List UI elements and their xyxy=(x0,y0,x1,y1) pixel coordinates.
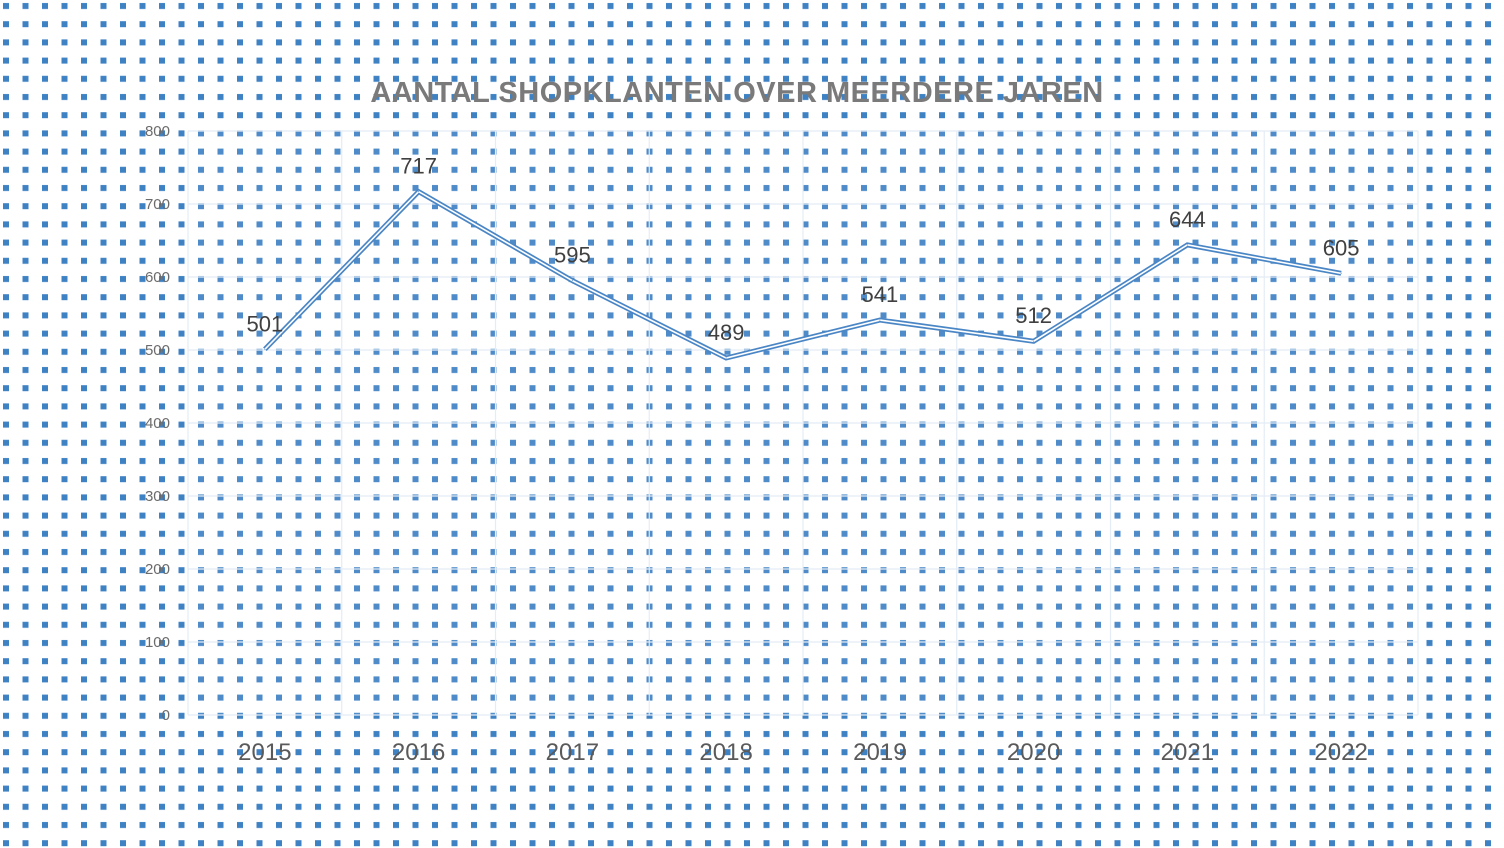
y-tick-label: 0 xyxy=(162,707,170,724)
x-tick-label: 2022 xyxy=(1314,739,1367,766)
x-tick-label: 2016 xyxy=(392,739,445,766)
data-label: 512 xyxy=(1015,303,1052,328)
y-tick-label: 800 xyxy=(145,123,170,140)
data-point xyxy=(418,191,420,193)
data-point xyxy=(879,319,881,321)
y-tick-label: 400 xyxy=(145,415,170,432)
data-point xyxy=(1186,244,1188,246)
series-line-inner xyxy=(264,190,1342,359)
x-tick-label: 2020 xyxy=(1007,739,1060,766)
y-tick-label: 700 xyxy=(145,196,170,213)
data-labels: 501 717 595 489 541 512 644 605 xyxy=(247,154,1360,345)
data-point xyxy=(1340,272,1342,274)
data-point xyxy=(725,357,727,359)
y-tick-label: 200 xyxy=(145,561,170,578)
x-tick-label: 2019 xyxy=(853,739,906,766)
x-tick-label: 2021 xyxy=(1161,739,1214,766)
data-label: 595 xyxy=(554,243,591,268)
y-tick-label: 300 xyxy=(145,488,170,505)
y-tick-label: 600 xyxy=(145,269,170,286)
x-tick-label: 2018 xyxy=(699,739,752,766)
data-label: 717 xyxy=(400,154,437,179)
data-point xyxy=(1033,340,1035,342)
data-label: 501 xyxy=(247,311,284,336)
y-tick-label: 500 xyxy=(145,342,170,359)
x-tick-label: 2017 xyxy=(546,739,599,766)
gridlines xyxy=(187,130,1419,716)
axes: 0 100 200 300 400 500 600 700 800 2015 2016 2017 201… xyxy=(145,123,1368,766)
series-line xyxy=(263,188,1342,361)
data-label: 644 xyxy=(1169,207,1206,232)
x-tick-label: 2015 xyxy=(238,739,291,766)
data-label: 489 xyxy=(708,320,745,345)
y-tick-label: 100 xyxy=(145,634,170,651)
chart-title: AANTAL SHOPKLANTEN OVER MEERDERE JAREN xyxy=(370,77,1103,109)
data-label: 541 xyxy=(862,282,899,307)
data-label: 605 xyxy=(1323,235,1360,260)
data-point xyxy=(571,280,573,282)
data-point xyxy=(264,348,266,350)
